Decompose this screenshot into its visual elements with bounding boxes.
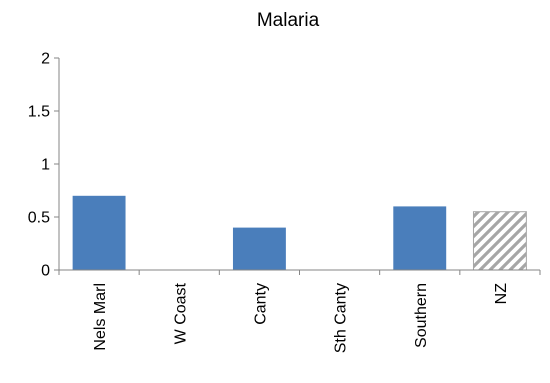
bar-southern <box>393 206 447 270</box>
x-tick-label: W Coast <box>172 282 189 344</box>
chart-title: Malaria <box>257 10 320 31</box>
y-axis: 0 0.5 1 1.5 2 <box>28 51 60 280</box>
x-tick-label: Canty <box>252 283 269 325</box>
bar-nels-marl <box>72 195 126 270</box>
x-tick-label: NZ <box>493 283 510 305</box>
x-tick-label: Nels Marl <box>92 283 109 351</box>
bars <box>72 195 527 271</box>
y-tick-label: 0 <box>41 263 50 280</box>
bar-nz <box>472 211 527 271</box>
y-tick-label: 1.5 <box>28 104 50 121</box>
x-tick-label: Southern <box>413 283 430 348</box>
bar-canty <box>232 227 286 270</box>
x-axis: Nels Marl W Coast Canty Sth Canty Southern NZ <box>58 269 541 353</box>
y-tick-label: 0.5 <box>28 210 50 227</box>
x-tick-label: Sth Canty <box>333 283 350 353</box>
y-tick-label: 1 <box>41 157 50 174</box>
y-tick-label: 2 <box>41 51 50 68</box>
